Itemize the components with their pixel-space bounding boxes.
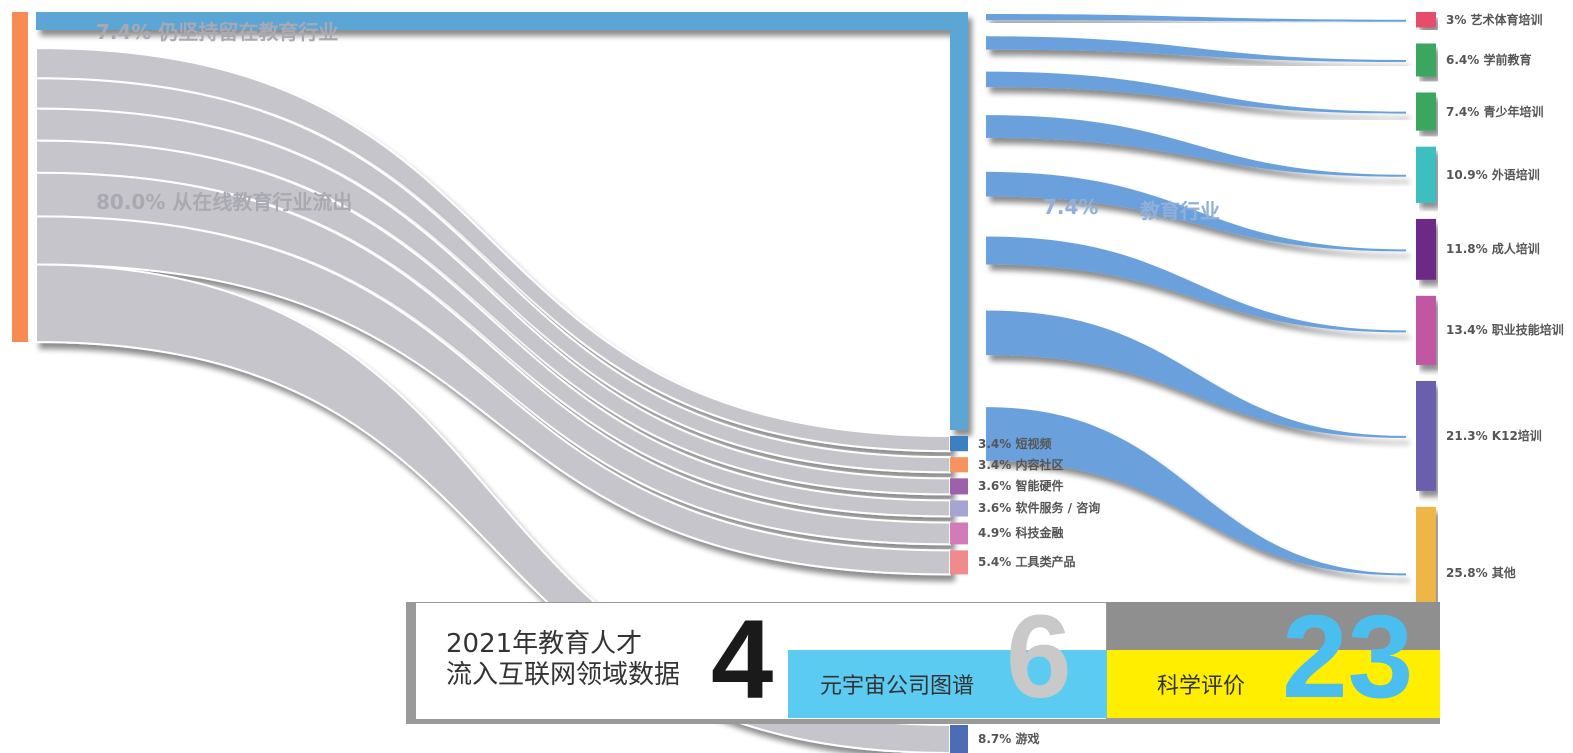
education-link-2 <box>986 71 1406 114</box>
education-node-4 <box>1416 218 1436 280</box>
education-node-6 <box>1416 380 1436 491</box>
education-node-0 <box>1416 12 1436 28</box>
education-node-1 <box>1416 43 1436 77</box>
banner-blue-card[interactable]: 元宇宙公司图谱 6 <box>788 592 1108 722</box>
outflow-link-6 <box>35 263 951 753</box>
education-node-label-1: 6.4% 学前教育 <box>1446 52 1532 67</box>
internet-node-2 <box>950 478 968 495</box>
internet-node-6 <box>950 725 968 753</box>
internet-node-label-4: 4.9% 科技金融 <box>978 526 1064 541</box>
education-link-6 <box>986 310 1406 438</box>
retained-label: 7.4% 仍坚持留在教育行业 <box>96 20 339 44</box>
internet-node-0 <box>950 436 968 452</box>
education-link-4 <box>986 171 1406 252</box>
internet-node-label-5: 5.4% 工具类产品 <box>978 555 1076 570</box>
outflow-link-2 <box>35 107 951 496</box>
education-links <box>986 14 1406 576</box>
education-node-label-6: 21.3% K12培训 <box>1446 428 1542 443</box>
banner-title-line1: 2021年教育人才 <box>446 629 643 659</box>
banner-yellow-label: 科学评价 <box>1157 674 1246 699</box>
education-node-label-4: 11.8% 成人培训 <box>1446 242 1540 257</box>
banner-number-main: 4 <box>711 597 774 722</box>
outflow-links <box>35 46 951 753</box>
education-node-label-3: 10.9% 外语培训 <box>1446 167 1540 182</box>
internet-node-4 <box>950 522 968 545</box>
education-link-0 <box>986 14 1406 22</box>
internet-node-label-0: 3.4% 短视频 <box>978 436 1052 451</box>
internet-node-5 <box>950 550 968 575</box>
internet-node-label-3: 3.6% 软件服务 / 咨询 <box>978 501 1101 516</box>
banner-title-line2: 流入互联网领域数据 <box>446 660 681 690</box>
outflow-link-0 <box>35 46 951 453</box>
promo-banner: 2021年教育人才 流入互联网领域数据 4 元宇宙公司图谱 6 科学评价 23 <box>406 592 1440 724</box>
banner-number-blue: 6 <box>1006 591 1072 723</box>
banner-number-yellow: 23 <box>1282 591 1414 723</box>
education-node-label-7: 25.8% 其他 <box>1446 566 1516 581</box>
internet-node-label-6: 8.7% 游戏 <box>978 732 1040 746</box>
banner-title: 2021年教育人才 流入互联网领域数据 <box>446 629 726 691</box>
outflow-link-4 <box>35 171 951 546</box>
education-node-5 <box>1416 295 1436 365</box>
outflow-label: 80.0% 从在线教育行业流出 <box>96 190 353 214</box>
source-node <box>12 12 28 342</box>
banner-grey-block <box>1107 602 1440 652</box>
education-link-1 <box>986 36 1406 62</box>
internet-node-label-1: 3.4% 内容社区 <box>978 457 1064 472</box>
internet-node-label-2: 3.6% 智能硬件 <box>978 479 1064 494</box>
internet-node-3 <box>950 500 968 517</box>
education-node-label-2: 7.4% 青少年培训 <box>1446 104 1544 119</box>
banner-blue-label: 元宇宙公司图谱 <box>820 674 975 699</box>
education-node-label-0: 3% 艺术体育培训 <box>1446 12 1543 27</box>
banner-yellow-card[interactable]: 科学评价 23 <box>1107 592 1440 722</box>
middle-label-pct: 7.4% <box>1043 195 1099 219</box>
education-link-5 <box>986 236 1406 333</box>
education-node-label-5: 13.4% 职业技能培训 <box>1446 323 1564 338</box>
education-node-2 <box>1416 92 1436 131</box>
education-link-3 <box>986 115 1406 177</box>
internet-node-1 <box>950 457 968 473</box>
education-node-3 <box>1416 146 1436 203</box>
middle-label-text: 教育行业 <box>1140 199 1220 223</box>
education-link-7 <box>986 407 1406 576</box>
